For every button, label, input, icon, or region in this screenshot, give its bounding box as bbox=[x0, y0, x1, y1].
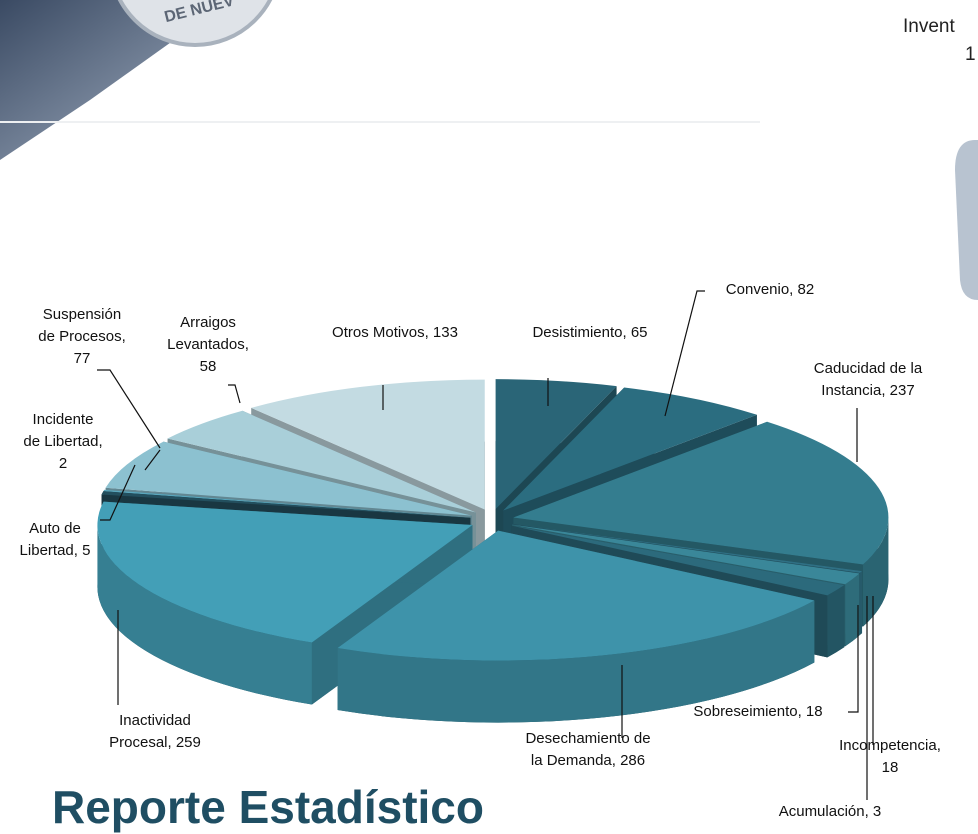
leader-line bbox=[100, 464, 136, 521]
slice bbox=[513, 421, 889, 565]
slice-side bbox=[859, 571, 863, 635]
data-label: Incompetencia, 18 bbox=[839, 737, 941, 776]
slice bbox=[337, 530, 815, 661]
slice bbox=[105, 441, 472, 516]
pie bbox=[97, 379, 889, 723]
data-label: Desistimiento, 65 bbox=[532, 324, 648, 341]
slice bbox=[97, 501, 473, 643]
leaders bbox=[97, 290, 874, 800]
slice bbox=[511, 525, 845, 596]
leader-line bbox=[848, 605, 859, 713]
slice-side bbox=[845, 573, 860, 647]
slice bbox=[512, 524, 863, 573]
logo-seal bbox=[117, 0, 273, 47]
slice bbox=[495, 379, 617, 510]
data-label: Sobreseimiento, 18 bbox=[693, 703, 823, 720]
leader-line bbox=[228, 384, 241, 404]
slice-side bbox=[97, 525, 312, 705]
leader-line bbox=[664, 290, 705, 417]
header-title: Invent bbox=[903, 16, 955, 37]
slice-side bbox=[337, 600, 815, 723]
slice bbox=[167, 410, 476, 513]
side-shape bbox=[955, 140, 978, 300]
slice bbox=[103, 489, 471, 518]
data-label: Arraigos Levantados, 58 bbox=[167, 314, 249, 375]
data-label: Auto de Libertad, 5 bbox=[19, 520, 91, 559]
data-label: Inactividad Procesal, 259 bbox=[109, 712, 201, 751]
data-label: Desechamiento de la Demanda, 286 bbox=[525, 730, 651, 769]
data-label: Incidente de Libertad, 2 bbox=[23, 411, 103, 472]
slice bbox=[101, 491, 471, 518]
slice-side bbox=[863, 517, 889, 627]
leader-line bbox=[144, 449, 161, 471]
header-subtitle: 1 bbox=[965, 44, 976, 65]
data-label: Convenio, 82 bbox=[725, 281, 815, 298]
slice bbox=[251, 379, 485, 510]
data-label: Acumulación, 3 bbox=[778, 803, 882, 820]
footer-title: Reporte Estadístico bbox=[52, 781, 484, 833]
slice-side bbox=[827, 585, 845, 658]
leader-line bbox=[97, 369, 161, 449]
slice bbox=[503, 387, 757, 511]
slice bbox=[511, 524, 860, 585]
data-label: Otros Motivos, 133 bbox=[332, 324, 458, 341]
data-label: Caducidad de la Instancia, 237 bbox=[813, 360, 923, 399]
data-label: Suspensión de Procesos, 77 bbox=[38, 306, 126, 367]
